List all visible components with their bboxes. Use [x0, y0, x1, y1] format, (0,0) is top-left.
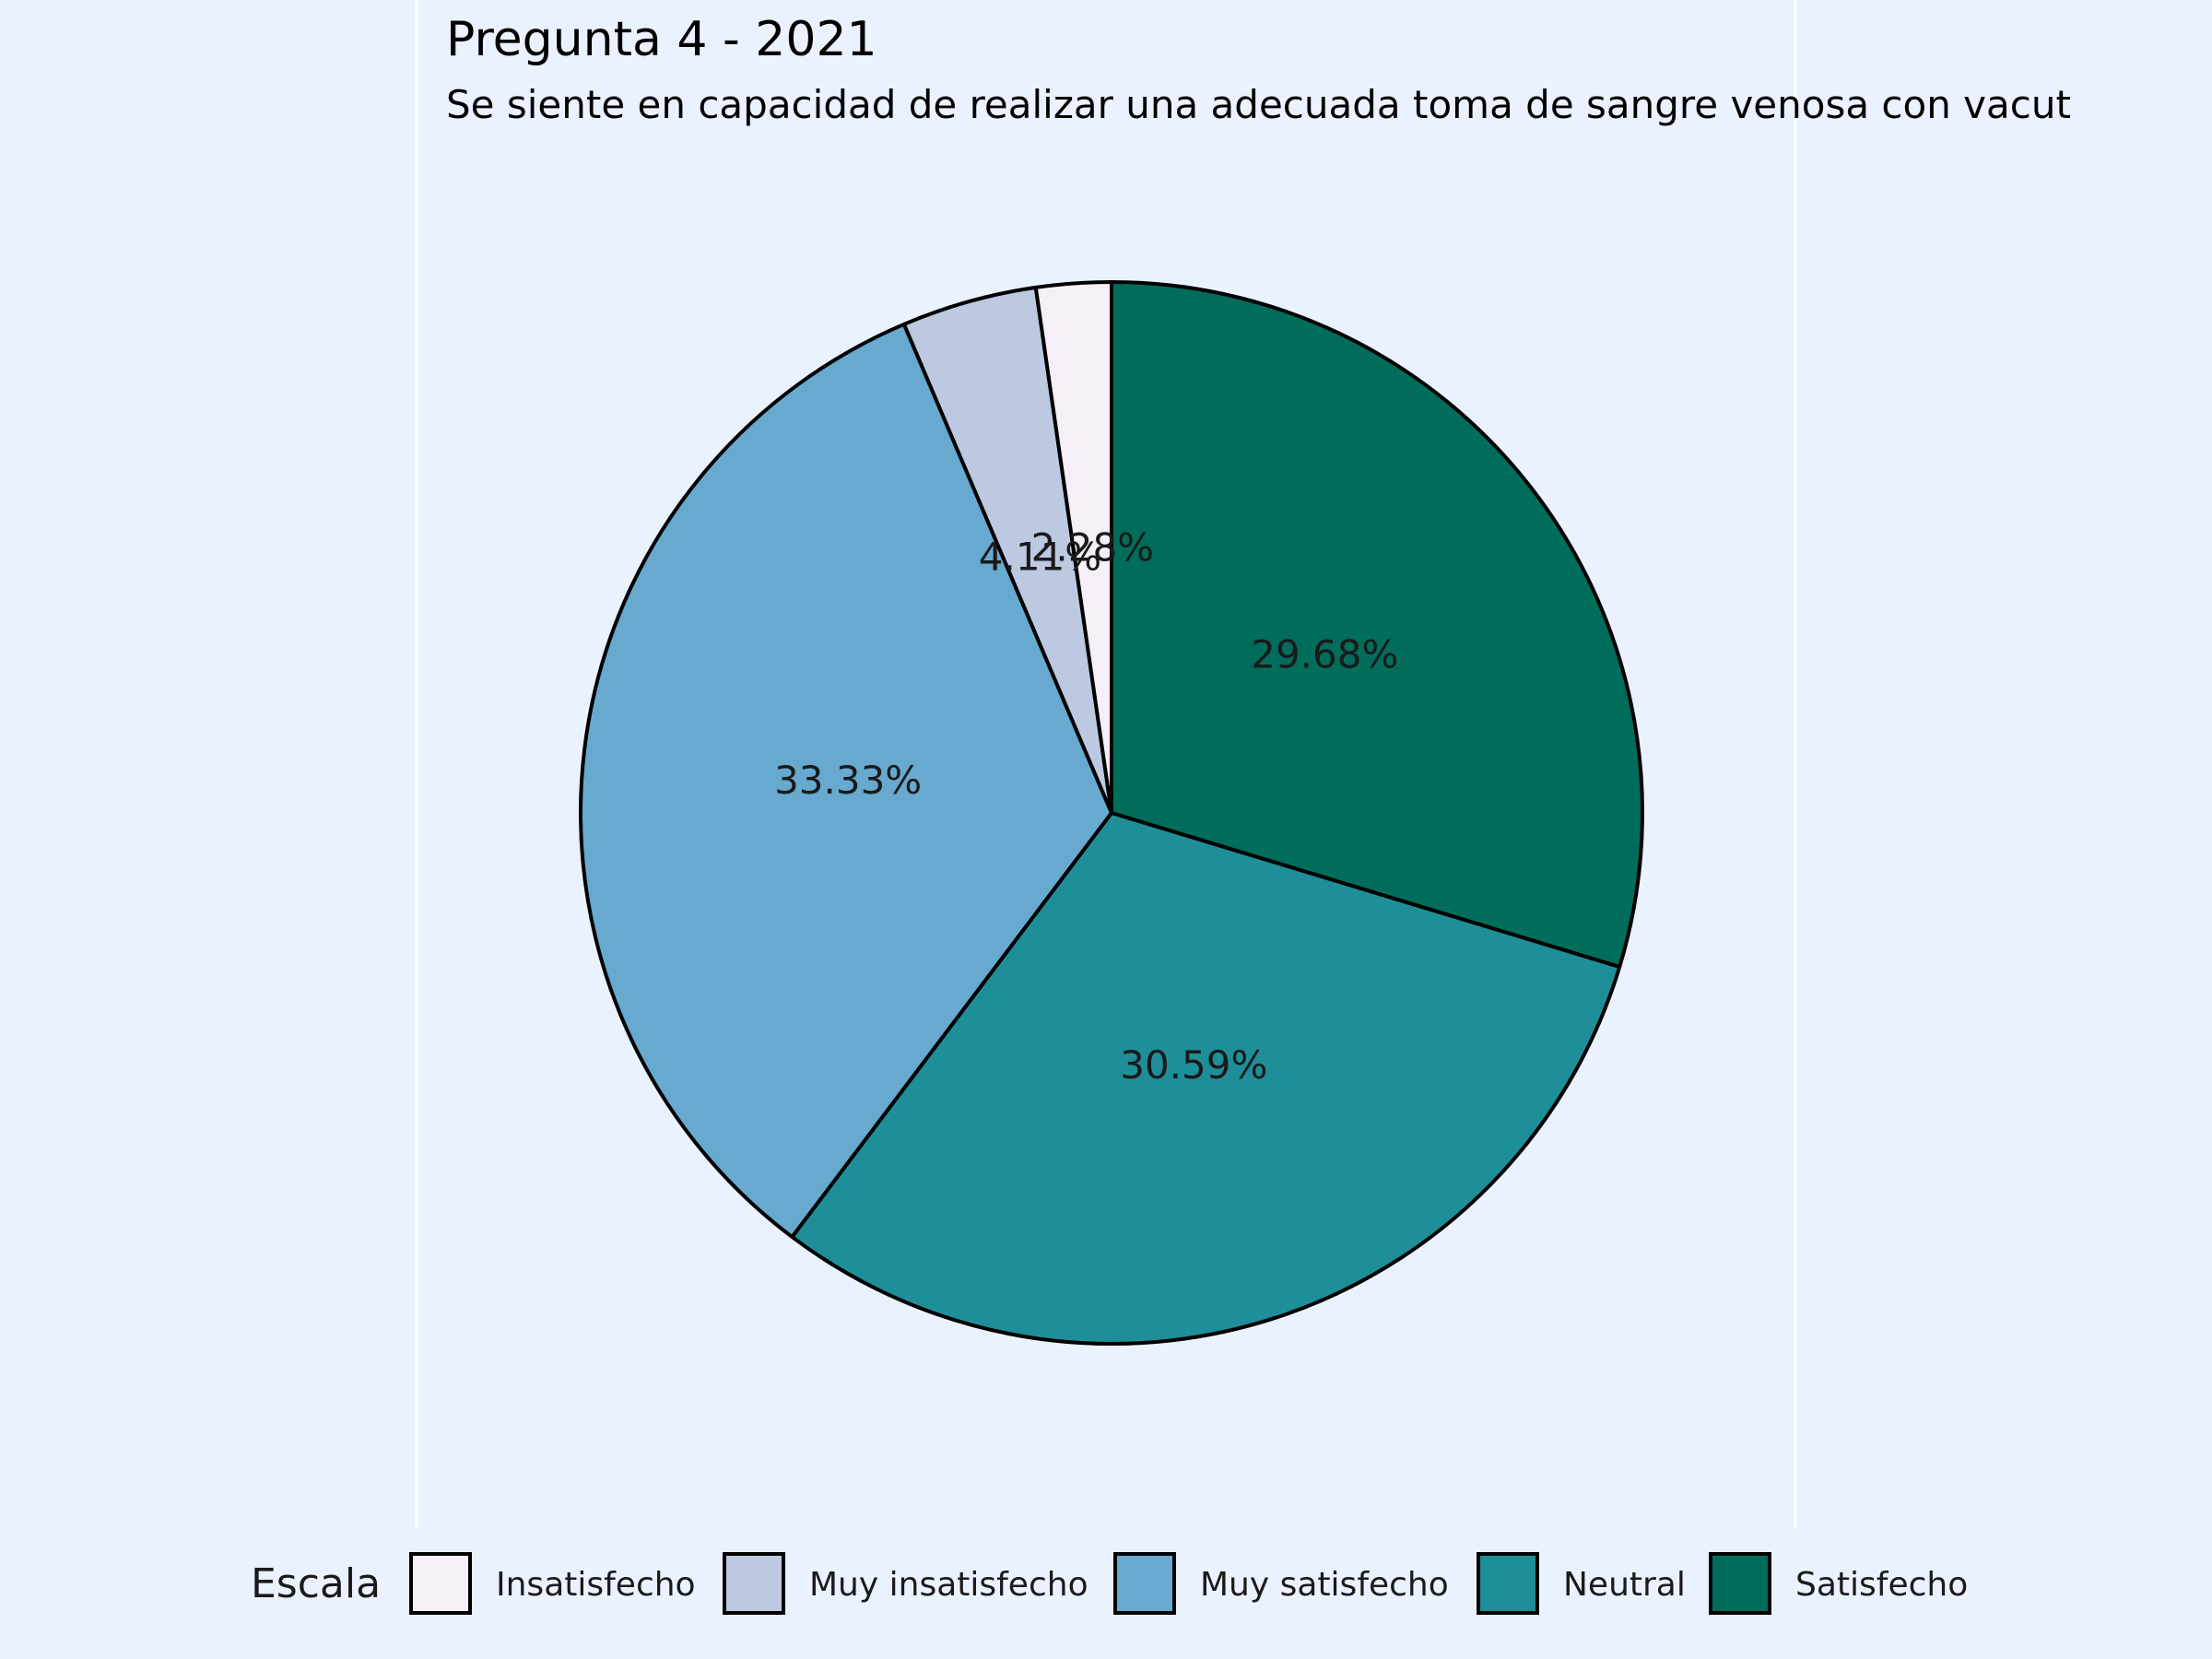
legend-item-muy-satisfecho: Muy satisfecho: [1113, 1552, 1449, 1615]
pie-slice-insatisfecho: [1033, 280, 1113, 815]
pie-slice-labels: 29.68% 30.59% 33.33% 4.11%2.28%: [774, 525, 1398, 1088]
legend-title: Escala: [251, 1560, 381, 1607]
slice-label-satisfecho: 29.68%: [1251, 631, 1398, 677]
legend-label-satisfecho: Satisfecho: [1795, 1566, 1968, 1604]
legend-label-insatisfecho: Insatisfecho: [496, 1566, 696, 1604]
legend-item-neutral: Neutral: [1477, 1552, 1686, 1615]
legend: Insatisfecho Muy insatisfecho Muy satisfec…: [409, 1552, 1968, 1615]
legend-swatch-satisfecho: [1709, 1552, 1771, 1615]
chart-title: Pregunta 4 - 2021: [446, 12, 877, 67]
pie-slices: [579, 280, 1644, 1346]
legend-swatch-muy-satisfecho: [1113, 1552, 1176, 1615]
legend-item-insatisfecho: Insatisfecho: [409, 1552, 696, 1615]
slice-label-muy-insatisfecho: 4.11%: [979, 535, 1101, 580]
legend-label-muy-satisfecho: Muy satisfecho: [1200, 1566, 1449, 1604]
slice-label-neutral: 30.59%: [1120, 1042, 1267, 1088]
legend-item-muy-insatisfecho: Muy insatisfecho: [723, 1552, 1088, 1615]
legend-item-satisfecho: Satisfecho: [1709, 1552, 1968, 1615]
slice-label-insatisfecho: 2.28%: [1031, 525, 1154, 571]
legend-swatch-insatisfecho: [409, 1552, 472, 1615]
legend-label-neutral: Neutral: [1563, 1566, 1686, 1604]
pie-slice-muy-satisfecho: [579, 322, 1113, 1240]
legend-swatch-neutral: [1477, 1552, 1539, 1615]
legend-label-muy-insatisfecho: Muy insatisfecho: [809, 1566, 1088, 1604]
chart-subtitle: Se siente en capacidad de realizar una a…: [446, 82, 2071, 127]
slice-label-muy-satisfecho: 33.33%: [774, 758, 922, 803]
pie-slice-satisfecho: [1110, 280, 1644, 970]
legend-swatch-muy-insatisfecho: [723, 1552, 785, 1615]
pie-slice-neutral: [790, 811, 1622, 1346]
legend-background: [0, 1528, 2212, 1659]
